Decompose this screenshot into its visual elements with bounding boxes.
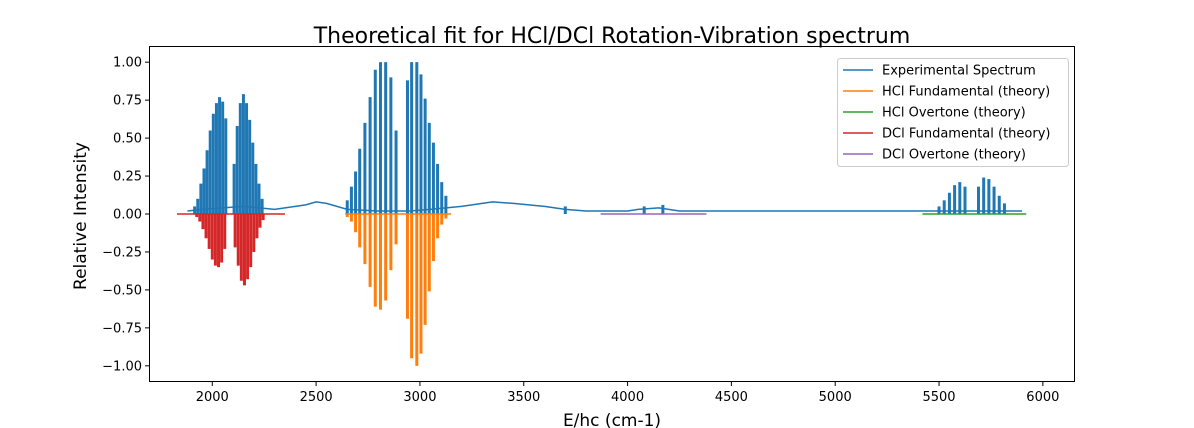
y-axis-label: Relative Intensity	[71, 142, 91, 290]
y-tick-label: 1.00	[113, 56, 142, 71]
series-experimental-baseline	[187, 201, 1023, 212]
x-tick-label: 4000	[611, 390, 644, 405]
x-axis-label: E/hc (cm-1)	[563, 411, 661, 428]
legend-label-hcl-fundamental: HCl Fundamental (theory)	[882, 85, 1050, 100]
x-tick-label: 5500	[922, 390, 955, 405]
y-tick-label: −0.50	[102, 283, 142, 298]
x-tick-label: 4500	[715, 390, 748, 405]
y-tick-label: 0.75	[113, 94, 142, 109]
x-tick-label: 2500	[300, 390, 333, 405]
legend-label-dcl-fundamental: DCl Fundamental (theory)	[882, 127, 1050, 142]
legend-frame	[837, 58, 1069, 167]
legend: Experimental Spectrum HCl Fundamental (th…	[837, 58, 1069, 167]
x-axis: 2000 2500 3000 3500 4000 4500 5000 5500 6000	[196, 381, 1059, 405]
series-dcl-fundamental	[176, 213, 285, 286]
legend-label-dcl-overtone: DCl Overtone (theory)	[882, 148, 1026, 163]
plot-area	[176, 62, 1027, 366]
legend-label-hcl-overtone: HCl Overtone (theory)	[882, 106, 1026, 121]
x-tick-label: 3500	[507, 390, 540, 405]
y-tick-label: −0.25	[102, 245, 142, 260]
y-tick-label: 0.25	[113, 170, 142, 185]
series-hcl-fundamental	[345, 213, 452, 366]
y-tick-label: 0.00	[113, 208, 142, 223]
x-tick-label: 3000	[403, 390, 436, 405]
legend-label-experimental: Experimental Spectrum	[882, 64, 1036, 79]
x-tick-label: 2000	[196, 390, 229, 405]
y-tick-label: −1.00	[102, 359, 142, 374]
series-experimental	[187, 62, 1023, 214]
chart-title: Theoretical fit for HCl/DCl Rotation-Vib…	[313, 24, 911, 49]
y-tick-label: −0.75	[102, 321, 142, 336]
y-axis: −1.00 −0.75 −0.50 −0.25 0.00 0.25 0.50 0.75 1.00	[102, 56, 150, 374]
x-tick-label: 5000	[819, 390, 852, 405]
x-tick-label: 6000	[1026, 390, 1059, 405]
y-tick-label: 0.50	[113, 132, 142, 147]
